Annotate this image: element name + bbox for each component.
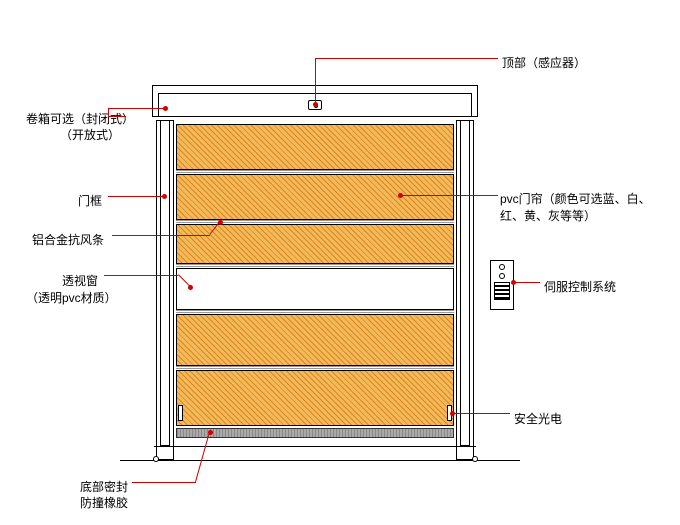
pvc-curtain-panel <box>176 370 454 426</box>
wind-resist-bar <box>176 264 454 267</box>
annotation-frame: 门框 <box>78 192 102 209</box>
annotation-pe: 安全光电 <box>514 410 562 427</box>
annotation-roll_box_2: （开放式） <box>60 126 120 143</box>
leader-dot <box>162 194 167 199</box>
annotation-seal_2: 防撞橡胶 <box>80 494 128 511</box>
leader-dot <box>163 106 168 111</box>
annotation-top_sensor: 顶部（感应器） <box>502 54 586 71</box>
annotation-window_1: 透视窗 <box>62 272 98 289</box>
pvc-curtain-panel <box>176 124 454 170</box>
pvc-curtain-panel <box>176 174 454 220</box>
servo-control-box <box>490 260 514 310</box>
annotation-wind_bar: 铝合金抗风条 <box>32 231 104 248</box>
leader-dot <box>313 102 318 107</box>
annotation-window_2: （透明pvc材质） <box>26 289 117 306</box>
annotation-seal_1: 底部密封 <box>80 478 128 495</box>
pvc-curtain-panel <box>176 314 454 366</box>
wind-resist-bar <box>176 366 454 369</box>
vision-window <box>176 268 454 310</box>
wind-resist-bar <box>176 310 454 313</box>
photo-eye-sensor <box>178 405 183 421</box>
pvc-curtain-panel <box>176 224 454 264</box>
bottom-seal <box>176 428 454 438</box>
leader-dot <box>188 285 193 290</box>
leader-dot <box>450 411 455 416</box>
leader-dot <box>398 193 403 198</box>
leader-dot <box>218 220 223 225</box>
leader-dot <box>511 280 516 285</box>
annotation-curtain_2: 红、黄、灰等等） <box>500 207 596 224</box>
annotation-roll_box_1: 卷箱可选（封闭式） <box>26 110 134 127</box>
annotation-curtain_1: pvc门帘（颜色可选蓝、白、 <box>500 190 651 207</box>
annotation-servo: 伺服控制系统 <box>544 278 616 295</box>
wind-resist-bar <box>176 170 454 173</box>
leader-dot <box>208 430 213 435</box>
